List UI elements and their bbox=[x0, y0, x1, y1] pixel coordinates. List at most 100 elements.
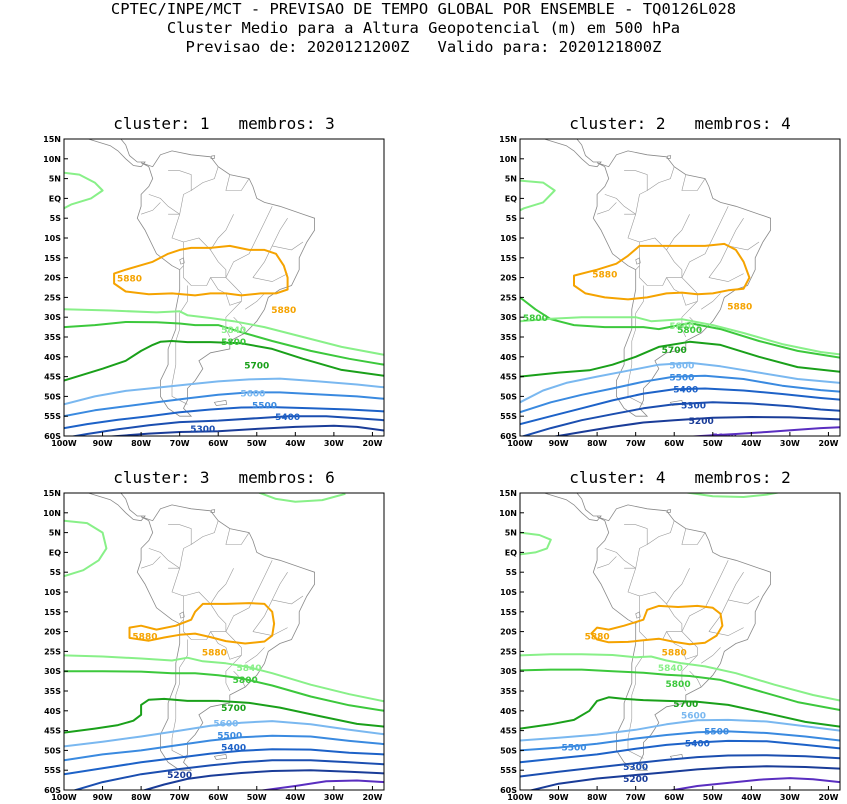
lat-tick-label: 10N bbox=[499, 155, 517, 164]
contour-label: 5600 bbox=[669, 362, 694, 372]
country-border bbox=[210, 568, 234, 605]
lon-tick-label: 70W bbox=[170, 793, 190, 802]
contour-5600 bbox=[520, 361, 840, 404]
contour-label: 5840 bbox=[221, 326, 246, 336]
lon-tick-label: 70W bbox=[170, 439, 190, 448]
lat-tick-label: 35S bbox=[500, 687, 517, 696]
lat-tick-label: 5S bbox=[50, 568, 62, 577]
lon-tick-label: 90W bbox=[93, 793, 113, 802]
country-border bbox=[597, 202, 617, 215]
country-border bbox=[210, 214, 234, 251]
country-border bbox=[225, 528, 250, 545]
contour-label: 5880 bbox=[132, 633, 157, 643]
contour-label: 5880 bbox=[271, 306, 296, 316]
contour-5200 bbox=[551, 416, 840, 436]
lat-tick-label: 10S bbox=[500, 234, 517, 243]
country-border bbox=[233, 316, 246, 334]
lat-tick-label: 25S bbox=[500, 647, 517, 656]
contour-label: 5700 bbox=[221, 704, 246, 714]
lon-tick-label: 60W bbox=[664, 439, 684, 448]
lon-tick-label: 100W bbox=[51, 439, 77, 448]
country-border bbox=[681, 206, 729, 278]
contour-5300 bbox=[69, 415, 384, 436]
contour-5840 bbox=[683, 493, 782, 498]
lat-tick-label: 35S bbox=[44, 687, 61, 696]
island bbox=[213, 753, 228, 760]
country-border bbox=[666, 568, 690, 605]
lat-tick-label: 5S bbox=[506, 568, 518, 577]
lat-tick-label: EQ bbox=[505, 548, 517, 557]
contour-5300 bbox=[520, 754, 840, 778]
lon-tick-label: 20W bbox=[362, 439, 382, 448]
country-border bbox=[728, 241, 760, 251]
contour-label: 5400 bbox=[685, 739, 710, 749]
country-border bbox=[245, 293, 265, 310]
contour-label: 5600 bbox=[213, 720, 238, 730]
country-border bbox=[689, 670, 702, 688]
lon-tick-label: 40W bbox=[741, 439, 761, 448]
lat-tick-label: 5N bbox=[505, 175, 517, 184]
contour-label: 5800 bbox=[523, 314, 548, 324]
contour-label: 5100 bbox=[712, 433, 737, 443]
lat-tick-label: 20S bbox=[500, 628, 517, 637]
country-border bbox=[681, 301, 698, 338]
contour-label: 5400 bbox=[221, 743, 246, 753]
lat-tick-label: 30S bbox=[44, 313, 61, 322]
lon-tick-label: 50W bbox=[703, 793, 723, 802]
lat-tick-label: 55S bbox=[500, 766, 517, 775]
country-border bbox=[210, 277, 242, 306]
contour-5800 bbox=[520, 668, 840, 711]
country-border bbox=[225, 301, 242, 338]
contour-label: 5700 bbox=[662, 346, 687, 356]
contour-5840 bbox=[520, 653, 840, 702]
lon-tick-label: 40W bbox=[285, 439, 305, 448]
coastline bbox=[136, 504, 315, 771]
country-border bbox=[141, 202, 161, 215]
contour-5500 bbox=[64, 734, 384, 762]
country-border bbox=[647, 166, 675, 191]
contour-label: 5880 bbox=[592, 271, 617, 281]
contour-label: 5840 bbox=[658, 664, 683, 674]
contour-5400 bbox=[64, 406, 384, 430]
country-border bbox=[245, 647, 265, 664]
contour-5800 bbox=[64, 670, 384, 712]
country-border bbox=[225, 655, 242, 692]
country-border bbox=[252, 218, 288, 278]
lake bbox=[635, 257, 641, 265]
lon-tick-label: 90W bbox=[549, 793, 569, 802]
lat-tick-label: 15N bbox=[43, 135, 61, 144]
coastline-central-america bbox=[543, 139, 602, 168]
lat-tick-label: 10N bbox=[43, 509, 61, 518]
panel-title-1: cluster: 1 membros: 3 bbox=[113, 114, 335, 133]
contour-label: 5700 bbox=[673, 700, 698, 710]
contour-5840 bbox=[257, 493, 346, 503]
lat-tick-label: EQ bbox=[505, 194, 517, 203]
contour-5840 bbox=[520, 531, 552, 556]
contour-5100 bbox=[258, 779, 384, 790]
country-border bbox=[210, 631, 242, 660]
country-border bbox=[627, 639, 644, 759]
contour-label: 5500 bbox=[704, 728, 729, 738]
lat-tick-label: 5N bbox=[49, 175, 61, 184]
contour-5880 bbox=[590, 604, 724, 646]
country-border bbox=[252, 273, 288, 282]
lon-tick-label: 60W bbox=[208, 793, 228, 802]
lon-tick-label: 20W bbox=[818, 439, 838, 448]
map-frame bbox=[63, 492, 385, 791]
lat-tick-label: 10N bbox=[499, 509, 517, 518]
country-border bbox=[148, 194, 180, 215]
lat-tick-label: 50S bbox=[44, 392, 61, 401]
lat-tick-label: 55S bbox=[44, 766, 61, 775]
lon-tick-label: 80W bbox=[131, 439, 151, 448]
lat-tick-label: 45S bbox=[44, 727, 61, 736]
lon-tick-label: 100W bbox=[507, 439, 533, 448]
lon-tick-label: 50W bbox=[703, 439, 723, 448]
lon-tick-label: 100W bbox=[507, 793, 533, 802]
lat-tick-label: 15S bbox=[500, 254, 517, 263]
lat-tick-label: 5S bbox=[506, 214, 518, 223]
country-border bbox=[168, 524, 192, 569]
lat-tick-label: 10S bbox=[44, 234, 61, 243]
lat-tick-label: 55S bbox=[500, 412, 517, 421]
island bbox=[666, 155, 672, 159]
